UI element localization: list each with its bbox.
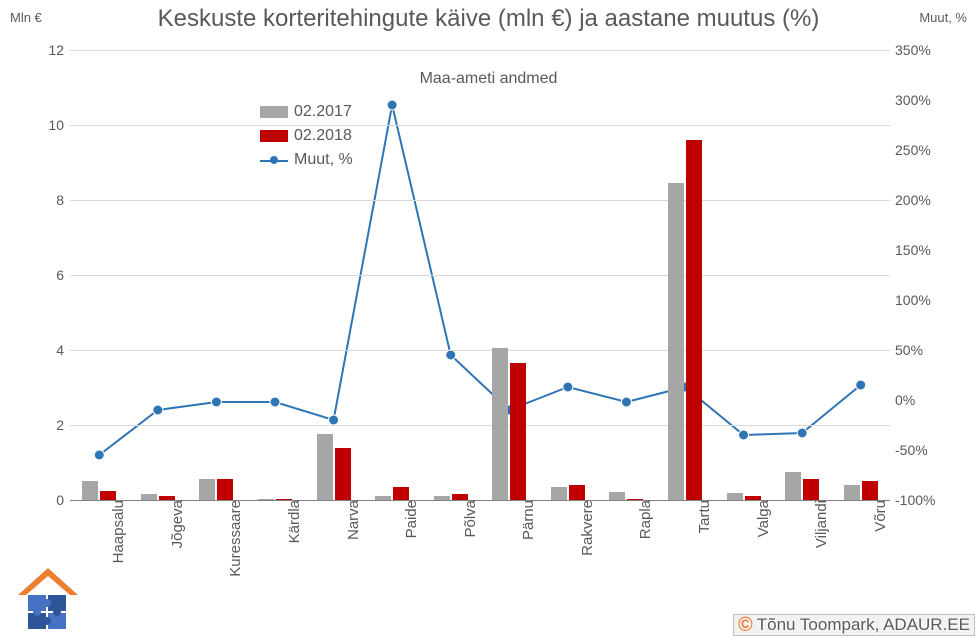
muut-marker [739, 430, 749, 440]
bar-2018 [100, 491, 116, 500]
category-label: Võru [872, 500, 889, 532]
bar-2017 [317, 434, 333, 500]
y1-tick-label: 12 [30, 42, 64, 58]
bar-2017 [609, 492, 625, 500]
legend-item-muut: Muut, % [260, 148, 353, 172]
adaur-logo [8, 560, 88, 630]
muut-marker [621, 397, 631, 407]
category-label: Narva [345, 500, 362, 540]
y1-tick-label: 2 [30, 417, 64, 433]
category-label: Pärnu [520, 500, 537, 540]
attribution: © Tõnu Toompark, ADAUR.EE [733, 614, 975, 636]
category-label: Rakvere [579, 500, 596, 556]
bar-2017 [199, 479, 215, 500]
legend-label-muut: Muut, % [294, 151, 353, 169]
y2-tick-label: 0% [895, 392, 945, 408]
bar-2018 [803, 479, 819, 500]
category-label: Valga [755, 500, 772, 537]
chart-title: Keskuste korteritehingute käive (mln €) … [100, 6, 877, 32]
y2-tick-label: 300% [895, 92, 945, 108]
plot-area: 024681012-100%-50%0%50%100%150%200%250%3… [70, 50, 890, 500]
bar-2018 [686, 140, 702, 500]
bar-2017 [727, 493, 743, 500]
legend-swatch-2018 [260, 130, 288, 142]
bar-2018 [217, 479, 233, 500]
bar-2017 [668, 183, 684, 500]
legend-swatch-2017 [260, 106, 288, 118]
muut-marker [446, 350, 456, 360]
bar-2017 [141, 494, 157, 500]
category-label: Rapla [637, 500, 654, 539]
attribution-text: Tõnu Toompark, ADAUR.EE [757, 615, 970, 635]
muut-marker [329, 415, 339, 425]
category-label: Tartu [696, 500, 713, 533]
category-label: Viljandi [813, 500, 830, 548]
y2-tick-label: 150% [895, 242, 945, 258]
grid-line [70, 200, 890, 201]
y2-tick-label: -100% [895, 492, 945, 508]
bar-2017 [434, 496, 450, 500]
bar-2017 [492, 348, 508, 500]
category-label: Jõgeva [169, 500, 186, 548]
legend: 02.2017 02.2018 Muut, % [260, 100, 353, 172]
bar-2017 [258, 499, 274, 500]
legend-item-2017: 02.2017 [260, 100, 353, 124]
y2-tick-label: 350% [895, 42, 945, 58]
muut-marker [856, 380, 866, 390]
y2-tick-label: 100% [895, 292, 945, 308]
grid-line [70, 125, 890, 126]
bar-2018 [335, 448, 351, 501]
y1-tick-label: 8 [30, 192, 64, 208]
y1-tick-label: 4 [30, 342, 64, 358]
copyright-icon: © [738, 615, 753, 635]
bar-2017 [551, 487, 567, 500]
y1-tick-label: 6 [30, 267, 64, 283]
y1-tick-label: 0 [30, 492, 64, 508]
muut-marker [387, 100, 397, 110]
chart-container: Mln € Muut, % Keskuste korteritehingute … [0, 0, 977, 638]
muut-marker [211, 397, 221, 407]
grid-line [70, 425, 890, 426]
y2-tick-label: 50% [895, 342, 945, 358]
legend-item-2018: 02.2018 [260, 124, 353, 148]
bar-2018 [510, 363, 526, 500]
grid-line [70, 275, 890, 276]
y2-tick-label: 200% [895, 192, 945, 208]
bar-2017 [785, 472, 801, 500]
grid-line [70, 350, 890, 351]
y2-axis-title: Muut, % [919, 10, 967, 25]
muut-marker [153, 405, 163, 415]
bar-2018 [569, 485, 585, 500]
category-label: Põlva [462, 500, 479, 538]
muut-marker [270, 397, 280, 407]
y2-tick-label: -50% [895, 442, 945, 458]
muut-marker [797, 428, 807, 438]
bar-2017 [844, 485, 860, 500]
y1-axis-title: Mln € [10, 10, 42, 25]
y2-tick-label: 250% [895, 142, 945, 158]
legend-swatch-muut [260, 152, 288, 168]
bar-2017 [375, 496, 391, 500]
muut-marker [563, 382, 573, 392]
muut-marker [94, 450, 104, 460]
bar-2018 [862, 481, 878, 500]
category-label: Kuressaare [227, 500, 244, 577]
bar-2018 [393, 487, 409, 500]
category-label: Haapsalu [110, 500, 127, 563]
y1-tick-label: 10 [30, 117, 64, 133]
category-label: Kärdla [286, 500, 303, 543]
grid-line [70, 50, 890, 51]
legend-label-2018: 02.2018 [294, 127, 352, 145]
category-label: Paide [403, 500, 420, 538]
legend-label-2017: 02.2017 [294, 103, 352, 121]
bar-2017 [82, 481, 98, 500]
